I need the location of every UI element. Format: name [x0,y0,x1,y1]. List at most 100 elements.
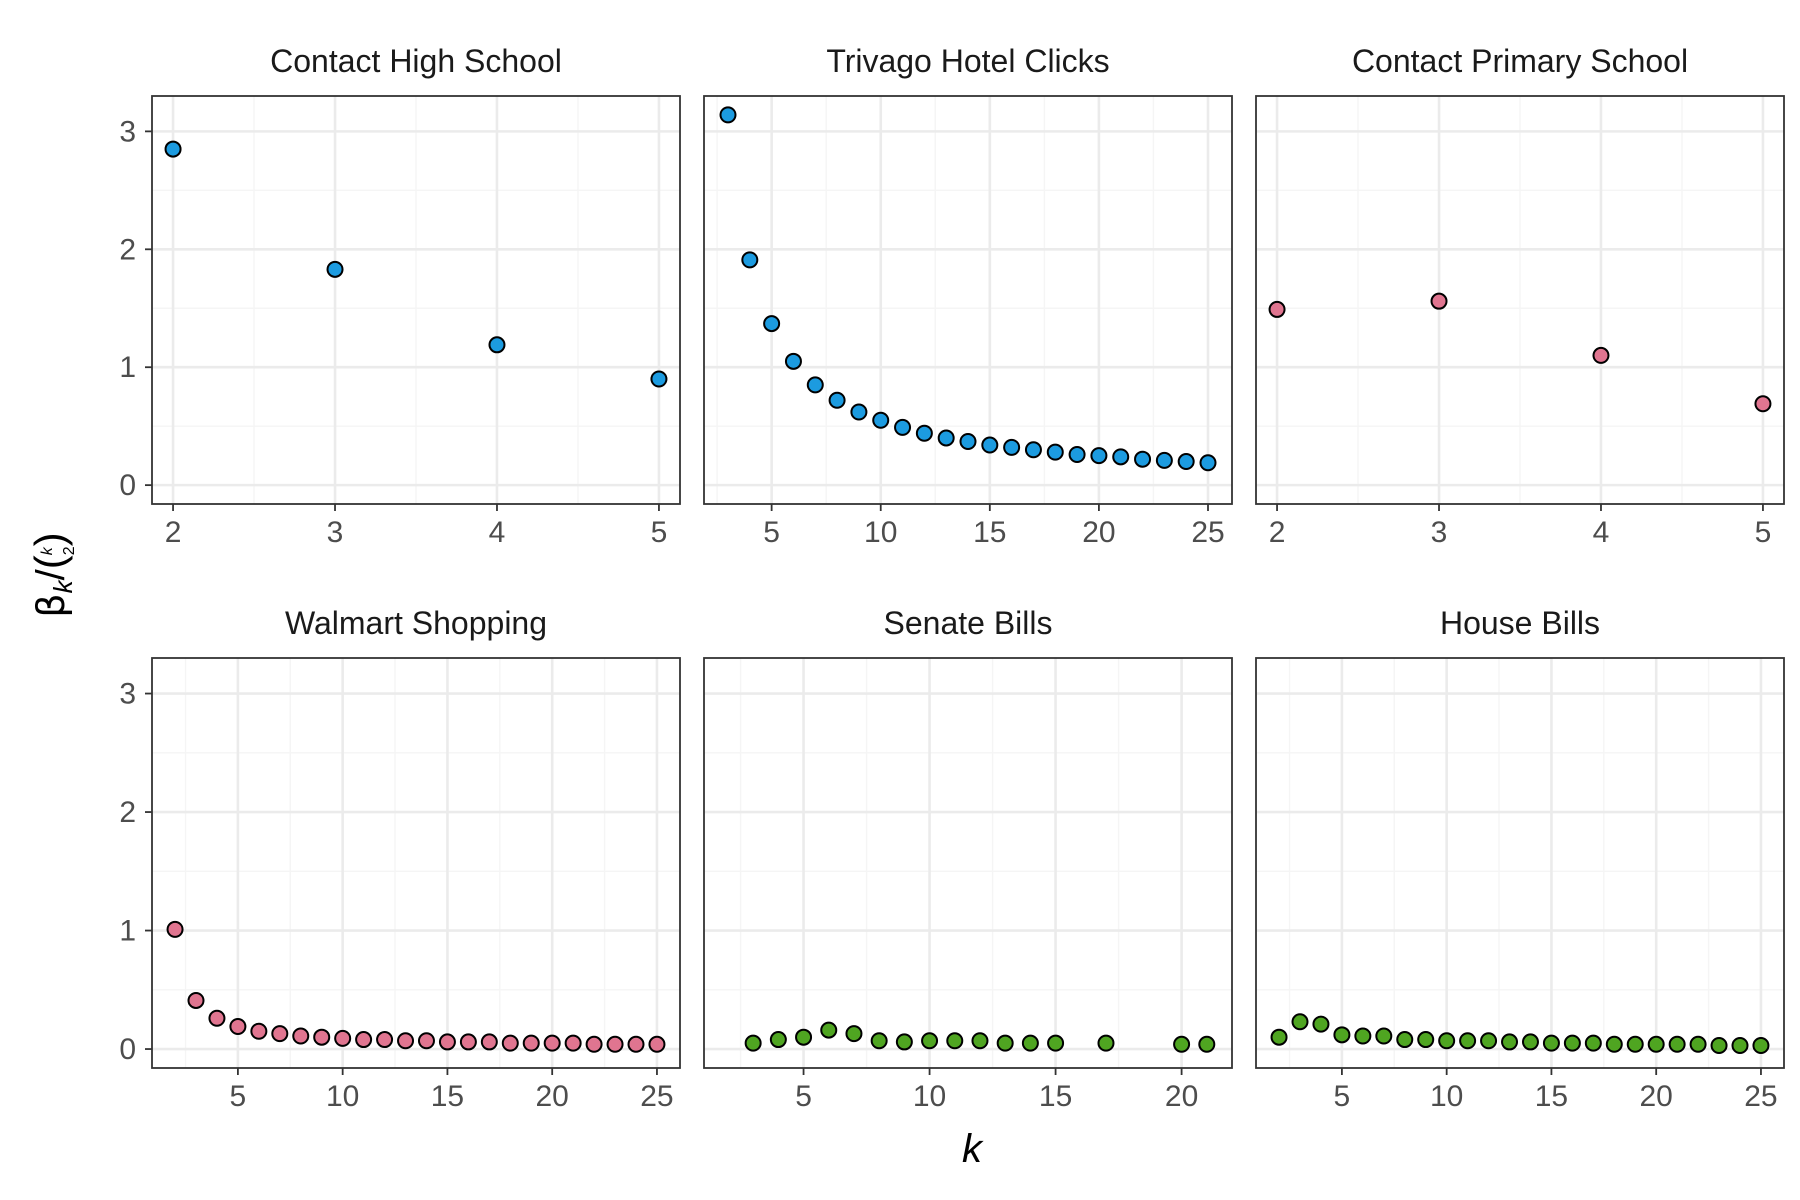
data-point-trivago-hotel-clicks-k15 [981,436,999,454]
panel-senate-bills: Senate Bills 5 10 15 20 [703,605,1233,1113]
data-point-walmart-shopping-k2 [166,920,184,938]
data-point-senate-bills-k8 [870,1032,888,1050]
data-point-contact-primary-school-k3 [1430,292,1448,310]
data-point-house-bills-k13 [1501,1033,1519,1051]
data-point-walmart-shopping-k7 [271,1025,289,1043]
data-point-walmart-shopping-k21 [564,1034,582,1052]
data-point-contact-high-school-k4 [488,336,506,354]
data-point-walmart-shopping-k23 [606,1035,624,1053]
x-tick-label: 3 [327,516,344,549]
x-tick-label: 5 [795,1080,812,1113]
data-point-house-bills-k9 [1417,1031,1435,1049]
y-tick-label: 2 [119,233,136,266]
data-point-house-bills-k24 [1731,1036,1749,1054]
y-axis-title: βk/(k 2) [26,532,78,617]
x-tick-label: 3 [1431,516,1448,549]
panel-title-trivago-hotel-clicks: Trivago Hotel Clicks [826,43,1109,79]
y-axis-beta: β [29,593,73,617]
data-point-house-bills-k21 [1668,1035,1686,1053]
data-point-walmart-shopping-k25 [648,1035,666,1053]
panel-background [1256,658,1784,1068]
data-point-walmart-shopping-k11 [355,1031,373,1049]
data-point-trivago-hotel-clicks-k8 [828,391,846,409]
panel-trivago-hotel-clicks: Trivago Hotel Clicks 5 10 15 20 25 [703,43,1233,549]
panel-border [151,657,681,1069]
data-point-senate-bills-k9 [895,1033,913,1051]
data-point-walmart-shopping-k3 [187,991,205,1009]
data-point-contact-high-school-k5 [650,370,668,388]
x-tick-label: 10 [864,516,897,549]
data-point-walmart-shopping-k13 [397,1032,415,1050]
data-point-senate-bills-k11 [946,1032,964,1050]
data-point-house-bills-k25 [1752,1036,1770,1054]
x-tick-label: 5 [651,516,668,549]
data-point-trivago-hotel-clicks-k6 [784,352,802,370]
panel-house-bills: House Bills 5 10 15 20 25 [1255,605,1785,1113]
data-point-walmart-shopping-k10 [334,1029,352,1047]
data-point-trivago-hotel-clicks-k22 [1134,450,1152,468]
data-point-trivago-hotel-clicks-k16 [1003,438,1021,456]
data-point-trivago-hotel-clicks-k9 [850,403,868,421]
x-tick-label: 20 [536,1080,569,1113]
data-point-trivago-hotel-clicks-k24 [1177,453,1195,471]
panel-border [1255,657,1785,1069]
data-point-senate-bills-k20 [1173,1035,1191,1053]
panel-background [704,658,1232,1068]
y-tick-label: 2 [119,796,136,829]
panel-title-contact-high-school: Contact High School [270,43,562,79]
data-point-house-bills-k8 [1396,1031,1414,1049]
data-point-walmart-shopping-k6 [250,1022,268,1040]
data-point-trivago-hotel-clicks-k14 [959,433,977,451]
x-tick-label: 5 [1334,1080,1351,1113]
data-point-walmart-shopping-k18 [501,1034,519,1052]
data-point-house-bills-k22 [1689,1035,1707,1053]
x-tick-label: 20 [1082,516,1115,549]
data-point-trivago-hotel-clicks-k5 [763,315,781,333]
data-point-walmart-shopping-k4 [208,1009,226,1027]
data-point-trivago-hotel-clicks-k3 [719,106,737,124]
svg-text:βk/(k2): βk/(k 2) [26,532,78,617]
data-point-house-bills-k18 [1605,1035,1623,1053]
y-tick-label: 1 [119,915,136,948]
data-point-walmart-shopping-k19 [522,1034,540,1052]
x-tick-label: 10 [326,1080,359,1113]
data-point-house-bills-k12 [1480,1032,1498,1050]
data-point-senate-bills-k5 [795,1028,813,1046]
x-tick-label: 20 [1640,1080,1673,1113]
y-axis-open-paren: ( [26,555,73,569]
data-point-senate-bills-k7 [845,1025,863,1043]
x-tick-label: 5 [1755,516,1772,549]
panel-border [151,95,681,505]
data-point-house-bills-k17 [1584,1034,1602,1052]
data-point-walmart-shopping-k17 [480,1033,498,1051]
data-point-senate-bills-k10 [921,1032,939,1050]
data-point-house-bills-k7 [1375,1027,1393,1045]
y-tick-label: 3 [119,115,136,148]
data-point-trivago-hotel-clicks-k25 [1199,454,1217,472]
data-point-house-bills-k23 [1710,1036,1728,1054]
data-point-house-bills-k2 [1270,1028,1288,1046]
data-point-trivago-hotel-clicks-k10 [872,411,890,429]
data-point-walmart-shopping-k5 [229,1018,247,1036]
data-point-senate-bills-k17 [1097,1034,1115,1052]
panel-title-senate-bills: Senate Bills [884,605,1053,641]
data-point-house-bills-k10 [1438,1032,1456,1050]
data-point-trivago-hotel-clicks-k18 [1046,443,1064,461]
x-tick-label: 4 [1593,516,1610,549]
x-tick-label: 25 [1191,516,1224,549]
y-tick-label: 0 [119,1033,136,1066]
data-point-trivago-hotel-clicks-k7 [806,376,824,394]
panel-background [152,658,680,1068]
panel-title-walmart-shopping: Walmart Shopping [285,605,547,641]
data-point-trivago-hotel-clicks-k13 [937,429,955,447]
data-point-house-bills-k4 [1312,1015,1330,1033]
data-point-trivago-hotel-clicks-k20 [1090,447,1108,465]
data-point-house-bills-k20 [1647,1035,1665,1053]
data-point-walmart-shopping-k15 [438,1033,456,1051]
x-tick-label: 10 [913,1080,946,1113]
panel-border [703,657,1233,1069]
data-point-contact-high-school-k3 [326,260,344,278]
data-point-walmart-shopping-k16 [459,1033,477,1051]
y-axis-subscript-k: k [48,578,78,593]
